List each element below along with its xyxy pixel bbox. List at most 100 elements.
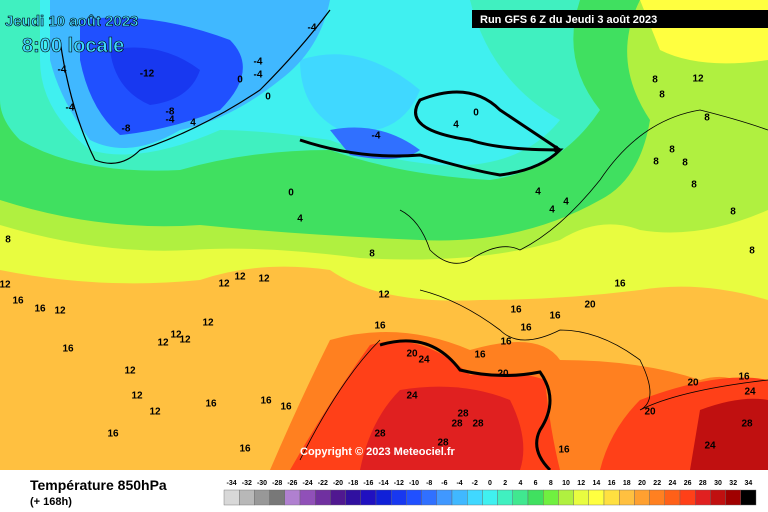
contour-label: 8 — [369, 249, 375, 260]
legend-swatch — [740, 489, 757, 506]
legend-label: -2 — [472, 480, 478, 487]
legend-swatch — [467, 489, 483, 506]
contour-label: 16 — [738, 372, 750, 383]
legend-label: 4 — [518, 480, 522, 487]
contour-label: 24 — [704, 441, 716, 452]
field-m2 — [300, 54, 420, 132]
europe-coast — [399, 109, 768, 264]
legend-swatch — [512, 489, 529, 506]
contour-label: 12 — [170, 330, 182, 341]
legend-label: -12 — [394, 480, 404, 487]
contour-label: 12 — [258, 274, 270, 285]
contour-label: -4 — [166, 115, 175, 126]
contour-label: 20 — [584, 300, 596, 311]
contour-label: 12 — [0, 280, 11, 291]
legend-label: 8 — [549, 480, 553, 487]
legend-swatch — [406, 489, 422, 506]
contour-label: 16 — [614, 279, 626, 290]
field-m8-sea — [330, 127, 420, 159]
color-legend: -34 -32 -30 -28 -26 -24 -22 -20 -18 -16 -14 -12 -10-… — [223, 480, 757, 506]
forecast-time: 8:00 locale — [22, 35, 124, 57]
contour-label: 24 — [406, 391, 418, 402]
legend-label: 16 — [608, 480, 616, 487]
legend-label: 0 — [488, 480, 492, 487]
contour-label: 4 — [563, 197, 569, 208]
legend-swatch — [421, 489, 438, 506]
contour-label: -8 — [122, 124, 131, 135]
contour-label: 16 — [34, 304, 46, 315]
legend-label: -28 — [272, 480, 282, 487]
contour-label: 8 — [669, 145, 675, 156]
legend-label: 28 — [699, 480, 707, 487]
contour-label: 8 — [704, 113, 710, 124]
contour-label: 16 — [510, 305, 522, 316]
field-28 — [360, 386, 524, 470]
contour-label: 16 — [205, 399, 217, 410]
legend-label: -18 — [348, 480, 358, 487]
footer-title: Température 850hPa — [30, 477, 167, 493]
contour-label: 24 — [418, 355, 430, 366]
contour-label: 0 — [288, 188, 294, 199]
contour-label: 20 — [406, 349, 418, 360]
legend-label: 30 — [714, 480, 722, 487]
legend-swatch — [588, 489, 605, 506]
forecast-date: Jeudi 10 août 2023 — [5, 13, 138, 30]
contour-label: 12 — [179, 335, 191, 346]
legend-swatch — [558, 489, 574, 506]
legend-swatch — [315, 489, 331, 506]
legend-label: 24 — [669, 480, 677, 487]
legend-label: -22 — [318, 480, 328, 487]
legend-swatch — [695, 489, 711, 506]
contour-label: 8 — [730, 207, 736, 218]
legend-swatch — [497, 489, 514, 506]
contour-label: -4 — [372, 131, 381, 142]
contour-label: 16 — [474, 350, 486, 361]
field-30 — [690, 398, 768, 470]
legend-swatch — [345, 489, 362, 506]
legend-swatch — [299, 489, 316, 506]
contour-label: 16 — [12, 296, 24, 307]
contour-label: -4 — [58, 65, 67, 76]
coastlines — [59, 9, 768, 472]
legend-swatch — [603, 489, 620, 506]
contour-label: -4 — [66, 103, 75, 114]
contour-label: 28 — [457, 409, 469, 420]
contour-label: 20 — [497, 369, 509, 380]
legend-swatch — [391, 489, 407, 506]
legend-swatch — [664, 489, 681, 506]
contour-label: 28 — [472, 419, 484, 430]
contour-label: -8 — [166, 107, 175, 118]
contour-label: 12 — [234, 272, 246, 283]
legend-label: 34 — [745, 480, 753, 487]
contour-label: 8 — [652, 75, 658, 86]
legend-swatch — [710, 489, 726, 506]
legend-swatch — [619, 489, 635, 506]
contour-label: 12 — [378, 290, 390, 301]
legend-label: -20 — [333, 480, 343, 487]
legend-label: -10 — [409, 480, 419, 487]
run-info: Run GFS 6 Z du Jeudi 3 août 2023 — [480, 14, 657, 26]
legend-label: 6 — [534, 480, 538, 487]
legend-label: 26 — [684, 480, 692, 487]
contour-label: 12 — [218, 279, 230, 290]
legend-swatch — [725, 489, 741, 506]
contour-label: 24 — [744, 387, 756, 398]
contour-label: 28 — [437, 438, 449, 449]
contour-label: 20 — [687, 378, 699, 389]
legend-label: 14 — [593, 480, 601, 487]
legend-swatch — [573, 489, 589, 506]
legend-label: 10 — [562, 480, 570, 487]
legend-label: -6 — [441, 480, 447, 487]
contour-label: 0 — [265, 92, 271, 103]
iberia-coast — [299, 339, 381, 461]
contour-label: 4 — [453, 120, 459, 131]
contour-label: 16 — [374, 321, 386, 332]
contour-label: 16 — [239, 444, 251, 455]
legend-swatch — [330, 489, 346, 506]
legend-label: -26 — [287, 480, 297, 487]
contour-label: 0 — [473, 108, 479, 119]
contour-label: 8 — [653, 157, 659, 168]
legend-label: 20 — [638, 480, 646, 487]
contour-label: 12 — [54, 306, 66, 317]
